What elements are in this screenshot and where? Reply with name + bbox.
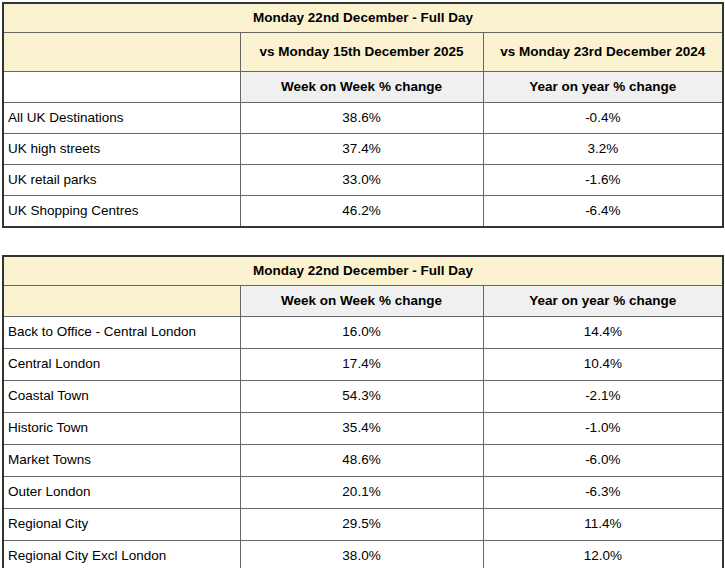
table-row: All UK Destinations 38.6% -0.4% — [3, 103, 723, 134]
week-on-week-value: 29.5% — [240, 509, 483, 541]
empty-corner-cell — [3, 72, 240, 103]
year-on-year-value: 11.4% — [483, 509, 723, 541]
week-on-week-value: 33.0% — [240, 165, 483, 196]
year-on-year-value: -1.0% — [483, 413, 723, 445]
row-label: UK retail parks — [3, 165, 240, 196]
week-on-week-value: 48.6% — [240, 445, 483, 477]
table-row: UK Shopping Centres 46.2% -6.4% — [3, 196, 723, 228]
table-row: Market Towns 48.6% -6.0% — [3, 445, 723, 477]
table-row: Historic Town 35.4% -1.0% — [3, 413, 723, 445]
week-on-week-value: 38.6% — [240, 103, 483, 134]
row-label: UK Shopping Centres — [3, 196, 240, 228]
week-on-week-value: 46.2% — [240, 196, 483, 228]
row-label: Outer London — [3, 477, 240, 509]
year-on-year-value: -6.0% — [483, 445, 723, 477]
row-label: Historic Town — [3, 413, 240, 445]
week-on-week-value: 20.1% — [240, 477, 483, 509]
year-on-year-value: 12.0% — [483, 541, 723, 568]
table-row: Coastal Town 54.3% -2.1% — [3, 381, 723, 413]
row-label: All UK Destinations — [3, 103, 240, 134]
row-label: Back to Office - Central London — [3, 317, 240, 349]
column-header-week-on-week: Week on Week % change — [240, 72, 483, 103]
town-types-table: Monday 22nd December - Full Day Week on … — [2, 255, 724, 568]
week-on-week-value: 38.0% — [240, 541, 483, 568]
column-header-vs-last-year: vs Monday 23rd December 2024 — [483, 33, 723, 72]
year-on-year-value: 14.4% — [483, 317, 723, 349]
column-header-year-on-year: Year on year % change — [483, 286, 723, 317]
year-on-year-value: -0.4% — [483, 103, 723, 134]
row-label: Market Towns — [3, 445, 240, 477]
row-label: Coastal Town — [3, 381, 240, 413]
year-on-year-value: -1.6% — [483, 165, 723, 196]
metric-header-row: Week on Week % change Year on year % cha… — [3, 286, 723, 317]
column-header-vs-last-week: vs Monday 15th December 2025 — [240, 33, 483, 72]
week-on-week-value: 16.0% — [240, 317, 483, 349]
week-on-week-value: 54.3% — [240, 381, 483, 413]
column-header-year-on-year: Year on year % change — [483, 72, 723, 103]
year-on-year-value: -6.3% — [483, 477, 723, 509]
empty-corner-cell — [3, 33, 240, 72]
row-label: Regional City — [3, 509, 240, 541]
table-row: Back to Office - Central London 16.0% 14… — [3, 317, 723, 349]
table-row: Regional City 29.5% 11.4% — [3, 509, 723, 541]
year-on-year-value: 3.2% — [483, 134, 723, 165]
table-title: Monday 22nd December - Full Day — [3, 256, 723, 286]
year-on-year-value: -2.1% — [483, 381, 723, 413]
week-on-week-value: 17.4% — [240, 349, 483, 381]
comparison-header-row: vs Monday 15th December 2025 vs Monday 2… — [3, 33, 723, 72]
table-title-row: Monday 22nd December - Full Day — [3, 3, 723, 33]
week-on-week-value: 35.4% — [240, 413, 483, 445]
table-row: UK retail parks 33.0% -1.6% — [3, 165, 723, 196]
uk-destinations-table: Monday 22nd December - Full Day vs Monda… — [2, 2, 724, 228]
row-label: Regional City Excl London — [3, 541, 240, 568]
table-row: UK high streets 37.4% 3.2% — [3, 134, 723, 165]
empty-corner-cell — [3, 286, 240, 317]
row-label: Central London — [3, 349, 240, 381]
column-header-week-on-week: Week on Week % change — [240, 286, 483, 317]
page: Monday 22nd December - Full Day vs Monda… — [0, 0, 725, 568]
table-row: Central London 17.4% 10.4% — [3, 349, 723, 381]
year-on-year-value: 10.4% — [483, 349, 723, 381]
table-row: Outer London 20.1% -6.3% — [3, 477, 723, 509]
row-label: UK high streets — [3, 134, 240, 165]
table-row: Regional City Excl London 38.0% 12.0% — [3, 541, 723, 568]
table-title-row: Monday 22nd December - Full Day — [3, 256, 723, 286]
table-title: Monday 22nd December - Full Day — [3, 3, 723, 33]
metric-header-row: Week on Week % change Year on year % cha… — [3, 72, 723, 103]
year-on-year-value: -6.4% — [483, 196, 723, 228]
week-on-week-value: 37.4% — [240, 134, 483, 165]
